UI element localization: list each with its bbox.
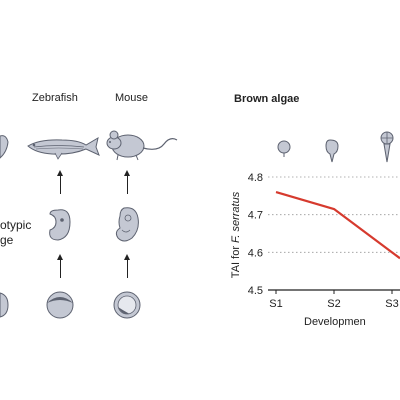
chart-gridlines — [268, 176, 400, 291]
y-tick-label: 4.8 — [248, 172, 263, 184]
x-axis-label: Developmen — [304, 316, 366, 328]
mouse-egg-icon — [113, 291, 141, 319]
series-line — [275, 191, 400, 260]
zebrafish-adult-icon — [27, 136, 100, 160]
column-label-mouse: Mouse — [115, 92, 149, 104]
algae-stage-icons — [277, 131, 394, 163]
algae-stage-s2-icon — [325, 139, 339, 163]
embryo-row — [49, 207, 139, 242]
x-tick-label: S2 — [327, 298, 340, 310]
row-label-line-2: ge — [0, 233, 14, 247]
x-tick-label: S1 — [269, 298, 282, 310]
zebrafish-egg-icon — [46, 291, 74, 319]
y-tick-label: 4.6 — [248, 247, 263, 259]
y-tick-labels: 4.5 4.6 4.7 4.8 — [248, 172, 263, 297]
column-label-zebrafish: Zebrafish — [32, 92, 78, 104]
y-tick-label: 4.5 — [248, 285, 263, 297]
cut-off-egg-icon — [0, 292, 9, 318]
cut-off-organism-icon — [0, 135, 9, 159]
mouse-adult-icon — [106, 130, 178, 161]
egg-row — [0, 291, 141, 319]
zebrafish-embryo-icon — [49, 209, 71, 241]
adult-organisms-row — [0, 130, 178, 161]
y-tick-label: 4.7 — [248, 210, 263, 222]
x-tick-label: S3 — [385, 298, 398, 310]
algae-stage-s1-icon — [277, 140, 291, 157]
x-tick-labels: S1 S2 S3 — [269, 290, 399, 310]
row-label-line-1: otypic — [0, 218, 32, 232]
y-axis-label: TAI for F. serratus — [230, 191, 242, 278]
right-panel-title: Brown algae — [234, 93, 300, 105]
mouse-embryo-icon — [115, 207, 139, 242]
algae-stage-s3-icon — [380, 131, 394, 163]
